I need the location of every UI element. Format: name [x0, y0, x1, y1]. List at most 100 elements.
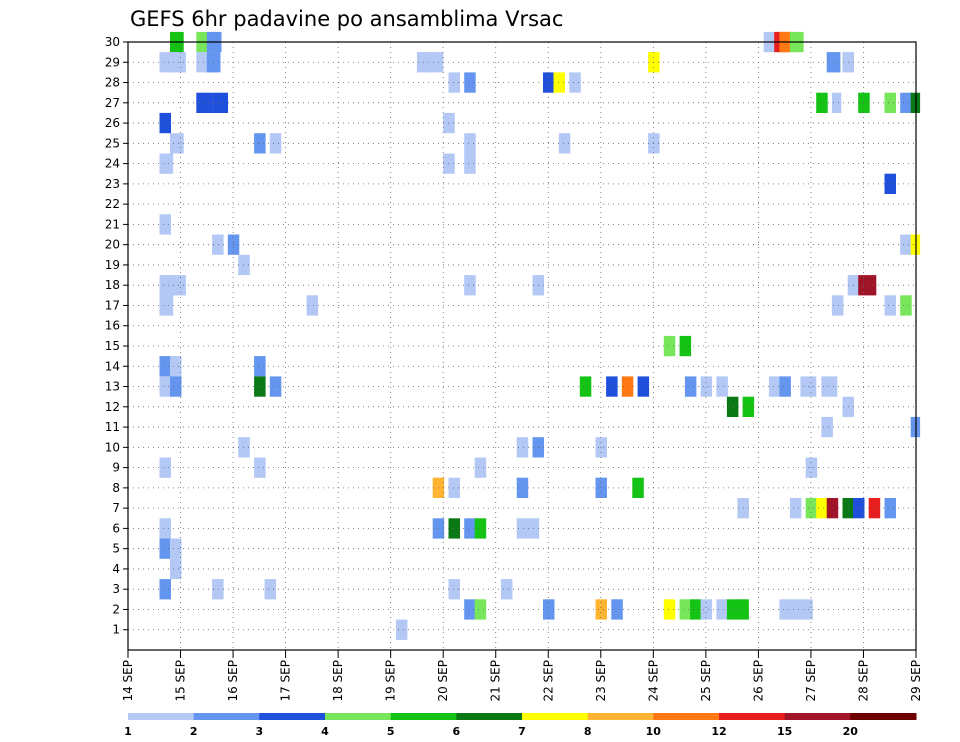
x-tick-label: 16 SEP — [226, 660, 240, 702]
heatmap-cell — [716, 599, 728, 620]
y-tick-label: 10 — [105, 440, 120, 454]
heatmap-cell — [821, 416, 833, 438]
heatmap-cell — [558, 133, 571, 154]
y-tick-label: 29 — [105, 55, 120, 69]
heatmap-cell — [212, 92, 228, 113]
heatmap-cell — [690, 599, 702, 620]
heatmap-cell — [159, 356, 174, 377]
heatmap-cell — [700, 376, 713, 397]
heatmap-cell — [595, 599, 607, 620]
heatmap-cell — [726, 599, 739, 620]
x-tick-label: 27 SEP — [804, 660, 818, 702]
x-tick-label: 25 SEP — [699, 660, 713, 702]
heatmap-cell — [254, 356, 266, 377]
heatmap-cell — [196, 92, 213, 113]
heatmap-cell — [516, 437, 529, 458]
colorbar-swatch — [784, 713, 851, 720]
y-tick-label: 16 — [105, 319, 120, 333]
heatmap-cell — [621, 376, 634, 397]
heatmap-cell — [579, 376, 592, 397]
y-tick-label: 17 — [105, 298, 120, 312]
y-axis: 1234567891011121314151617181920212223242… — [105, 35, 128, 637]
y-tick-label: 20 — [105, 238, 120, 252]
heatmap-cell — [427, 52, 444, 73]
heatmap-cell — [768, 376, 781, 397]
heatmap-cell — [254, 133, 266, 154]
heatmap-cell — [679, 599, 692, 620]
heatmap-cell — [254, 376, 266, 397]
colorbar-label: 3 — [255, 725, 263, 738]
colorbar-label: 1 — [124, 725, 132, 738]
grid-lines — [128, 42, 916, 650]
heatmap-cells — [159, 31, 921, 640]
heatmap-cell — [663, 335, 676, 357]
x-tick-label: 20 SEP — [436, 660, 450, 702]
colorbar-swatch — [193, 713, 260, 720]
heatmap-cell — [684, 376, 697, 397]
x-tick-label: 18 SEP — [331, 660, 345, 702]
heatmap-cell — [900, 234, 914, 255]
y-tick-label: 30 — [105, 35, 120, 49]
heatmap-cell — [474, 518, 487, 539]
heatmap-cell — [900, 295, 912, 316]
heatmap-cell — [679, 335, 692, 357]
heatmap-cell — [159, 579, 171, 600]
heatmap-cell — [516, 518, 540, 539]
heatmap-cell — [395, 619, 408, 640]
colorbar-swatch — [390, 713, 457, 720]
heatmap-cell — [269, 133, 282, 154]
heatmap-cell — [606, 376, 618, 397]
y-tick-label: 2 — [112, 602, 120, 616]
colorbar-label: 6 — [452, 725, 460, 738]
heatmap-cell — [159, 153, 174, 174]
chart-title: GEFS 6hr padavine po ansamblima Vrsac — [130, 7, 563, 31]
heatmap-cell — [212, 234, 224, 255]
y-tick-label: 28 — [105, 76, 120, 90]
y-tick-label: 1 — [112, 623, 120, 637]
heatmap-cell — [448, 72, 460, 93]
colorbar-label: 20 — [843, 725, 859, 738]
heatmap-cell — [816, 498, 828, 519]
y-tick-label: 24 — [105, 157, 120, 171]
colorbar-label: 5 — [387, 725, 395, 738]
heatmap-cell — [464, 153, 476, 174]
x-tick-label: 21 SEP — [489, 660, 503, 702]
heatmap-cell — [170, 376, 182, 397]
heatmap-cell — [448, 477, 460, 498]
heatmap-cell — [611, 599, 623, 620]
y-tick-label: 25 — [105, 136, 120, 150]
y-tick-label: 14 — [105, 359, 120, 373]
y-tick-label: 7 — [112, 501, 120, 515]
colorbar-label: 10 — [646, 725, 662, 738]
heatmap-cell — [464, 72, 476, 93]
heatmap-cell — [884, 173, 896, 194]
y-tick-label: 13 — [105, 380, 120, 394]
x-tick-label: 28 SEP — [856, 660, 870, 702]
colorbar-swatch — [719, 713, 786, 720]
colorbar-label: 2 — [190, 725, 198, 738]
heatmap-cell — [726, 396, 739, 417]
heatmap-cell — [805, 457, 818, 478]
heatmap-cell — [159, 295, 174, 316]
y-tick-label: 4 — [112, 562, 120, 576]
colorbar-label: 15 — [777, 725, 792, 738]
heatmap-cell — [553, 72, 565, 93]
colorbar: 1 2 3 4 5 6 7 8 10 12 15 20 — [124, 713, 917, 738]
heatmap-cell — [884, 92, 896, 113]
heatmap-cell — [569, 72, 581, 93]
heatmap-cell — [170, 52, 186, 73]
heatmap-cell — [595, 477, 607, 498]
y-tick-label: 6 — [112, 521, 120, 535]
x-tick-label: 26 SEP — [751, 660, 765, 702]
heatmap-cell — [831, 92, 842, 113]
heatmap-cell — [716, 376, 728, 397]
heatmap-cell — [595, 437, 607, 458]
heatmap-cell — [464, 518, 476, 539]
heatmap-cell — [474, 457, 487, 478]
x-tick-label: 14 SEP — [121, 660, 135, 702]
colorbar-label: 12 — [711, 725, 726, 738]
heatmap-cell — [159, 518, 171, 539]
heatmap-cell — [821, 376, 838, 397]
heatmap-cell — [805, 498, 818, 519]
heatmap-cell — [858, 275, 877, 296]
